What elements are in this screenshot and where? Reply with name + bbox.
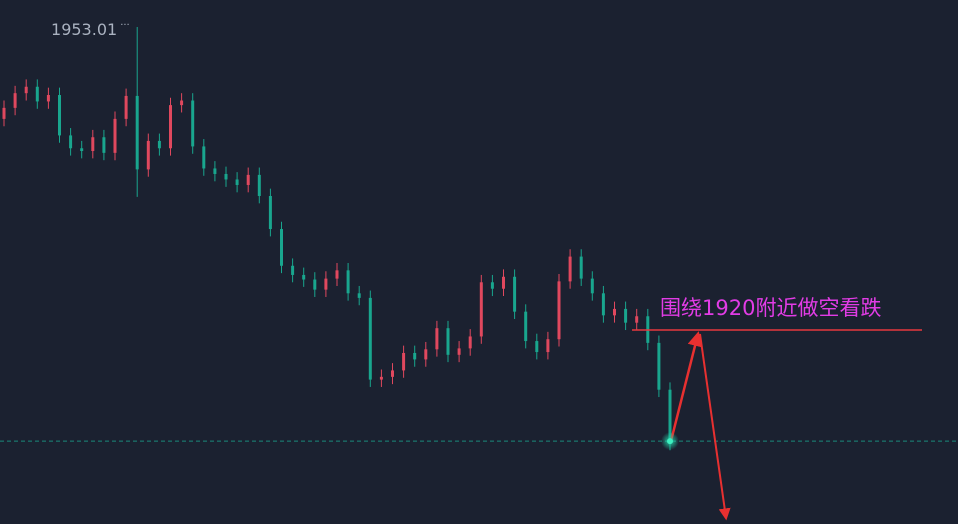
candle-body — [590, 278, 594, 294]
candle-body — [169, 105, 172, 149]
candle-body — [35, 86, 39, 102]
candle-body — [191, 100, 195, 147]
candle-body — [313, 279, 317, 290]
candle-body — [2, 107, 6, 119]
candle-body — [58, 95, 61, 136]
high-label: 1953.01 — [51, 20, 117, 39]
arrow-up — [669, 331, 703, 442]
candle-body — [324, 278, 328, 290]
candle-body — [613, 308, 616, 316]
candle-body — [379, 376, 383, 380]
candle-body — [24, 86, 28, 94]
candle-body — [413, 352, 417, 360]
annotation-text: 围绕1920附近做空看跌 — [660, 296, 881, 320]
candle-body — [280, 229, 283, 266]
candle-body — [157, 140, 161, 149]
candle-body — [668, 389, 672, 442]
candle-body — [102, 137, 106, 153]
candle-body — [524, 311, 528, 342]
candle-body — [213, 168, 217, 174]
candle-body — [424, 349, 428, 360]
candle-body — [146, 140, 150, 170]
candle-body — [91, 137, 95, 152]
candle-body — [202, 146, 206, 169]
last-price-dot — [667, 438, 673, 445]
candle-body — [357, 293, 361, 298]
candle-body — [624, 308, 628, 323]
candle-body — [535, 341, 539, 353]
candle-body — [402, 352, 406, 371]
candle-body — [335, 270, 339, 279]
candle-body — [490, 282, 494, 289]
candle-body — [302, 274, 306, 280]
candle-body — [435, 328, 439, 350]
candle-body — [291, 265, 295, 275]
candle-body — [446, 328, 450, 355]
candle-body — [124, 95, 128, 119]
candle-body — [135, 95, 139, 170]
candle-body — [657, 342, 661, 390]
candle-body — [457, 348, 461, 355]
arrow-down — [699, 333, 731, 521]
candle-body — [557, 281, 561, 340]
candle-body — [113, 118, 117, 153]
candle-body — [268, 195, 272, 230]
candle-body — [46, 95, 50, 102]
candle-body — [224, 173, 228, 180]
candle-body — [579, 256, 583, 279]
candle-body — [368, 297, 372, 380]
candle-body — [180, 100, 184, 106]
candle-body — [635, 316, 639, 323]
candle-body — [479, 282, 483, 337]
candle-body — [568, 256, 572, 282]
candle-body — [346, 270, 350, 294]
candle-body — [69, 135, 73, 149]
candle-body — [502, 276, 505, 289]
candle-body — [546, 339, 550, 353]
candle-body — [13, 93, 17, 108]
candle-body — [391, 370, 394, 377]
candle-body — [235, 179, 239, 185]
high-label-dots: ··· — [120, 20, 130, 31]
candle-body — [513, 276, 517, 312]
candle-body — [601, 293, 605, 316]
candle-body — [246, 174, 250, 185]
candle-body — [257, 174, 261, 196]
candle-body — [468, 336, 472, 349]
candle-body — [80, 148, 84, 152]
